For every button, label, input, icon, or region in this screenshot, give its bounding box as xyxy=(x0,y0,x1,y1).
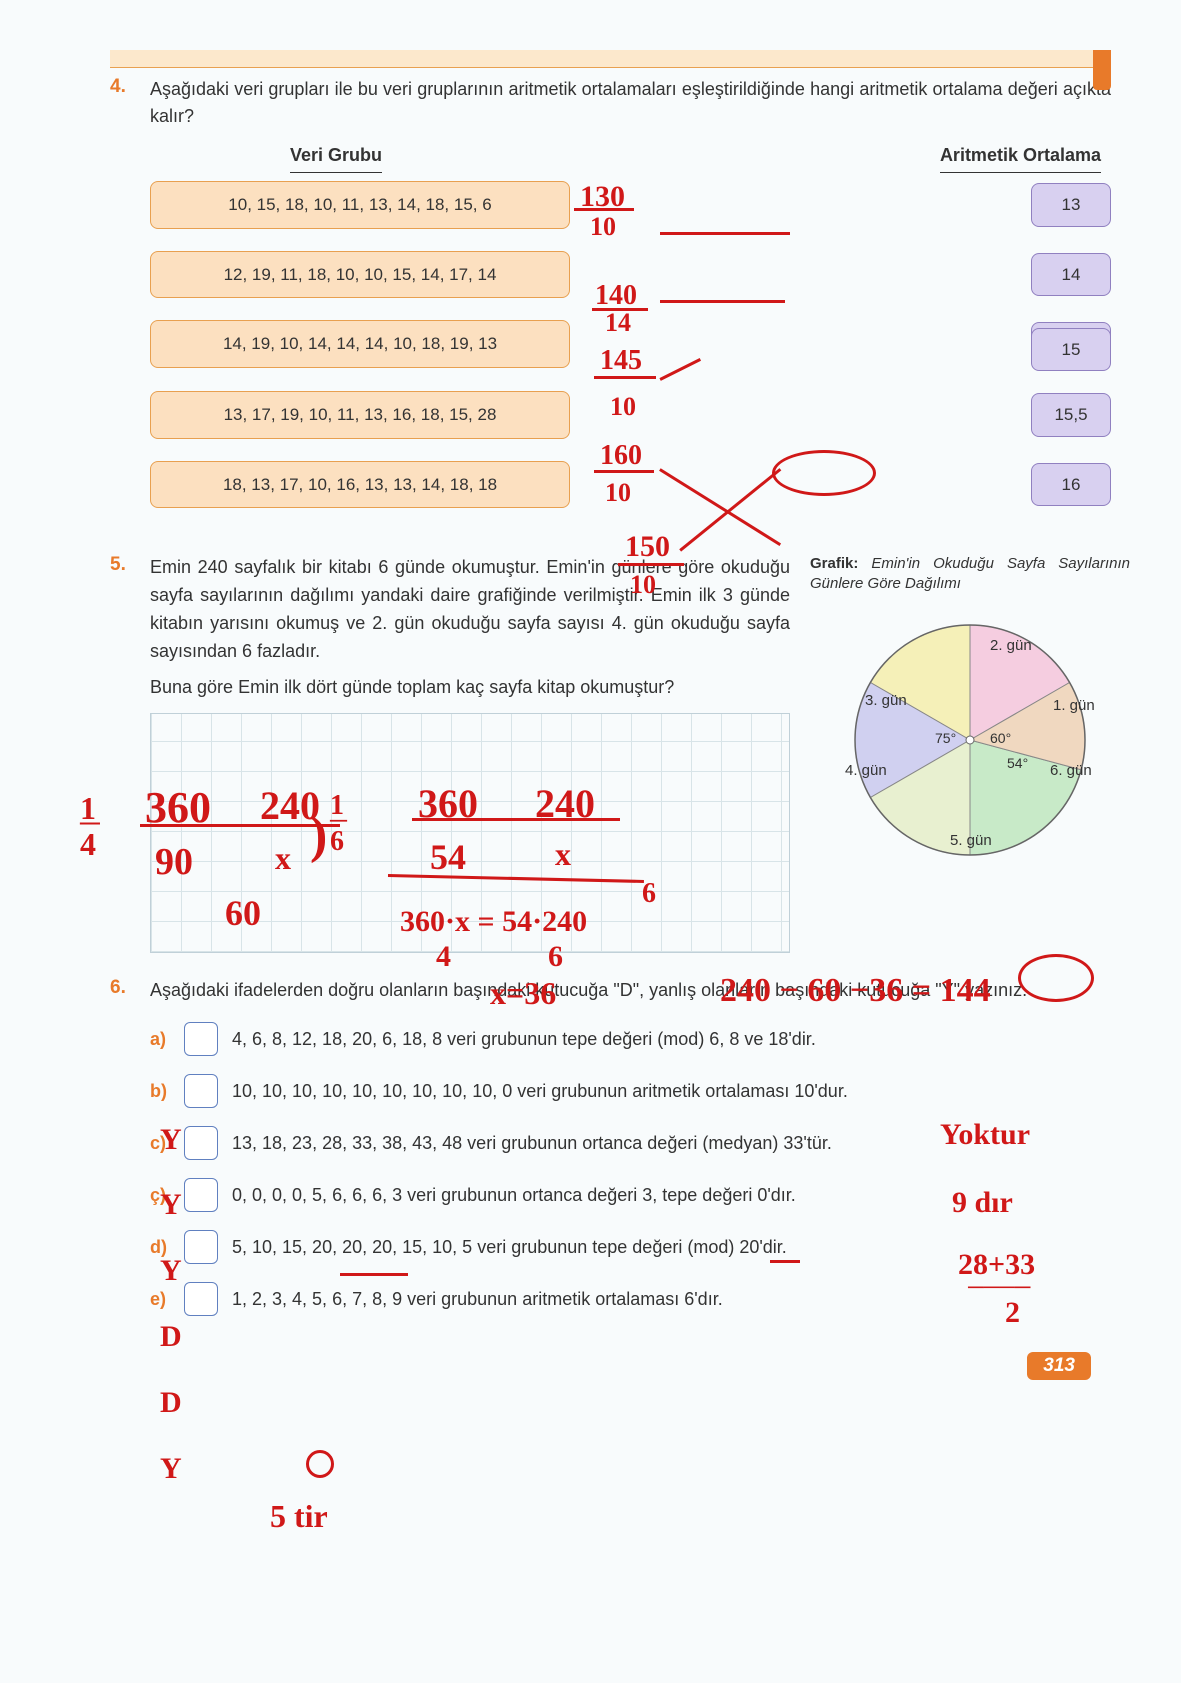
handwriting-line xyxy=(770,1260,800,1263)
handwriting-circle xyxy=(1018,954,1094,1002)
q5-question: Buna göre Emin ilk dört günde toplam kaç… xyxy=(150,674,790,702)
q6-item-label: a) xyxy=(150,1026,184,1053)
chart-title-rest: Emin'in Okuduğu Sayfa Sayılarının Günler… xyxy=(810,555,1130,592)
q6-item-text: 13, 18, 23, 28, 33, 38, 43, 48 veri grub… xyxy=(232,1130,832,1157)
pie-day-label: 2. gün xyxy=(990,635,1032,658)
average-pill: 15 xyxy=(1031,328,1111,372)
q6-item: c) 13, 18, 23, 28, 33, 38, 43, 48 veri gr… xyxy=(150,1126,1111,1160)
handwriting-line xyxy=(340,1273,408,1276)
q4-row: 12, 19, 11, 18, 10, 10, 15, 14, 17, 14 14 xyxy=(150,251,1111,299)
average-pill: 14 xyxy=(1031,253,1111,297)
pie-angle-label: 54° xyxy=(1007,753,1028,774)
q6-item-label: ç) xyxy=(150,1182,184,1209)
handwriting-circle xyxy=(306,1450,334,1478)
chart-title-bold: Grafik: xyxy=(810,555,858,572)
q6-item: ç) 0, 0, 0, 0, 5, 6, 6, 6, 3 veri grubunu… xyxy=(150,1178,1111,1212)
q6-item-label: e) xyxy=(150,1286,184,1313)
q6-item: a) 4, 6, 8, 12, 18, 20, 6, 18, 8 veri gru… xyxy=(150,1022,1111,1056)
pie-chart: 1. gün 2. gün 3. gün 4. gün 5. gün 6. gün 75° 6… xyxy=(835,605,1105,875)
average-pill: 16 xyxy=(1031,463,1111,507)
answer-box[interactable] xyxy=(184,1022,218,1056)
q5-number: 5. xyxy=(110,554,150,953)
q5-text: Emin 240 sayfalık bir kitabı 6 günde oku… xyxy=(150,554,790,666)
pie-day-label: 4. gün xyxy=(845,760,887,783)
question-5: 5. Emin 240 sayfalık bir kitabı 6 günde … xyxy=(110,554,1111,953)
q6-text: Aşağıdaki ifadelerden doğru olanların ba… xyxy=(150,977,1111,1004)
q4-row: 13, 17, 19, 10, 11, 13, 16, 18, 15, 28 15… xyxy=(150,391,1111,439)
q5-work-grid xyxy=(150,713,790,953)
pie-day-label: 1. gün xyxy=(1053,695,1095,718)
data-group-pill: 12, 19, 11, 18, 10, 10, 15, 14, 17, 14 xyxy=(150,251,570,299)
q6-item: e) 1, 2, 3, 4, 5, 6, 7, 8, 9 veri grubunu… xyxy=(150,1282,1111,1316)
q6-item-text: 0, 0, 0, 0, 5, 6, 6, 6, 3 veri grubunun … xyxy=(232,1182,796,1209)
handwriting: Y xyxy=(160,1452,182,1486)
q5-chart: Grafik: Emin'in Okuduğu Sayfa Sayılarını… xyxy=(810,554,1130,953)
q4-col-left: Veri Grubu xyxy=(290,142,382,173)
pie-day-label: 3. gün xyxy=(865,690,907,713)
q4-text: Aşağıdaki veri grupları ile bu veri grup… xyxy=(150,76,1111,130)
handwriting-line xyxy=(592,308,648,311)
page-header-band xyxy=(110,50,1111,68)
q6-item-label: b) xyxy=(150,1078,184,1105)
answer-box[interactable] xyxy=(184,1230,218,1264)
q6-item-label: c) xyxy=(150,1130,184,1157)
q6-item-text: 1, 2, 3, 4, 5, 6, 7, 8, 9 veri grubunun … xyxy=(232,1286,723,1313)
handwriting-line xyxy=(574,208,634,211)
average-pill: 13 xyxy=(1031,183,1111,227)
handwriting-line xyxy=(660,300,785,303)
data-group-pill: 13, 17, 19, 10, 11, 13, 16, 18, 15, 28 xyxy=(150,391,570,439)
q4-body: Aşağıdaki veri grupları ile bu veri grup… xyxy=(150,76,1111,530)
q6-item-text: 4, 6, 8, 12, 18, 20, 6, 18, 8 veri grubu… xyxy=(232,1026,816,1053)
page-number: 313 xyxy=(1027,1352,1091,1380)
q6-number: 6. xyxy=(110,977,150,1334)
q6-item-text: 5, 10, 15, 20, 20, 20, 15, 10, 5 veri gr… xyxy=(232,1234,787,1261)
q6-item-label: d) xyxy=(150,1234,184,1261)
pie-angle-label: 60° xyxy=(990,728,1011,749)
handwriting-circle xyxy=(772,450,876,496)
question-6: 6. Aşağıdaki ifadelerden doğru olanların… xyxy=(110,977,1111,1334)
handwriting-line xyxy=(594,376,656,379)
answer-box[interactable] xyxy=(184,1074,218,1108)
answer-box[interactable] xyxy=(184,1126,218,1160)
answer-box[interactable] xyxy=(184,1282,218,1316)
pie-day-label: 5. gün xyxy=(950,830,992,853)
data-group-pill: 18, 13, 17, 10, 16, 13, 13, 14, 18, 18 xyxy=(150,461,570,509)
q5-chart-title: Grafik: Emin'in Okuduğu Sayfa Sayılarını… xyxy=(810,554,1130,595)
handwriting: 5 tir xyxy=(270,1498,328,1535)
average-pill: 15,5 xyxy=(1031,393,1111,437)
q4-row: 18, 13, 17, 10, 16, 13, 13, 14, 18, 18 16 xyxy=(150,461,1111,509)
q4-col-right: Aritmetik Ortalama xyxy=(940,142,1101,173)
pie-angle-label: 75° xyxy=(935,728,956,749)
q4-row: 10, 15, 18, 10, 11, 13, 14, 18, 15, 6 13 xyxy=(150,181,1111,229)
q6-body: Aşağıdaki ifadelerden doğru olanların ba… xyxy=(150,977,1111,1334)
q6-items: a) 4, 6, 8, 12, 18, 20, 6, 18, 8 veri gru… xyxy=(150,1022,1111,1316)
handwriting-line xyxy=(140,824,340,827)
q6-item-text: 10, 10, 10, 10, 10, 10, 10, 10, 10, 0 ve… xyxy=(232,1078,848,1105)
q4-headers: Veri Grubu Aritmetik Ortalama xyxy=(150,142,1111,173)
q4-number: 4. xyxy=(110,76,150,530)
q6-item: d) 5, 10, 15, 20, 20, 20, 15, 10, 5 veri … xyxy=(150,1230,1111,1264)
q4-row: 15 xyxy=(150,326,1111,374)
pie-day-label: 6. gün xyxy=(1050,760,1092,783)
handwriting-line xyxy=(660,232,790,235)
q6-item: b) 10, 10, 10, 10, 10, 10, 10, 10, 10, 0 … xyxy=(150,1074,1111,1108)
handwriting-line xyxy=(412,818,620,821)
handwriting-line xyxy=(594,470,654,473)
handwriting-line xyxy=(618,563,684,566)
answer-box[interactable] xyxy=(184,1178,218,1212)
data-group-pill: 10, 15, 18, 10, 11, 13, 14, 18, 15, 6 xyxy=(150,181,570,229)
q4-rows: 10, 15, 18, 10, 11, 13, 14, 18, 15, 6131… xyxy=(150,181,1111,508)
q5-body: Emin 240 sayfalık bir kitabı 6 günde oku… xyxy=(150,554,1130,953)
question-4: 4. Aşağıdaki veri grupları ile bu veri g… xyxy=(110,76,1111,530)
